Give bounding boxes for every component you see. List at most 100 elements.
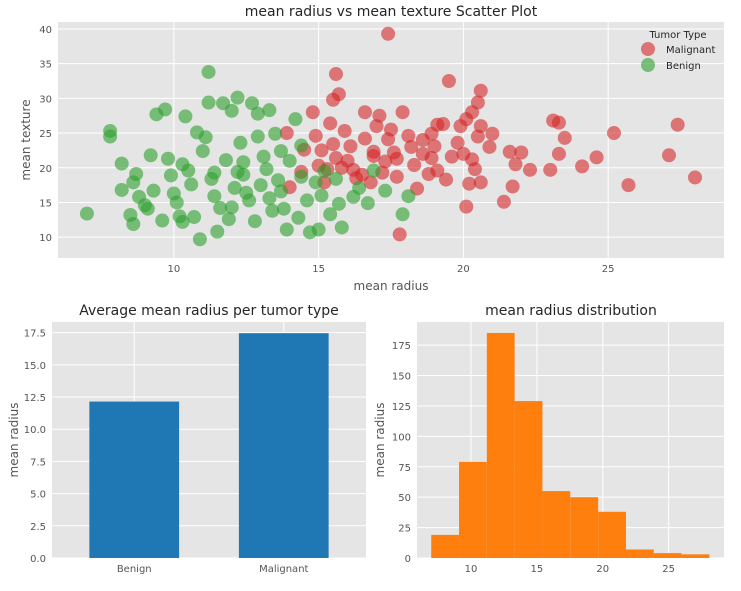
scatter-x-tick-label: 25: [602, 264, 615, 275]
scatter-point-malignant: [430, 163, 445, 178]
scatter-point-benign: [294, 169, 309, 184]
scatter-point-malignant: [366, 144, 381, 159]
scatter-point-benign: [79, 206, 94, 221]
scatter-point-malignant: [453, 119, 468, 134]
scatter-point-benign: [247, 214, 262, 229]
scatter-point-benign: [334, 220, 349, 235]
scatter-point-benign: [250, 106, 265, 121]
scatter-point-malignant: [323, 116, 338, 131]
scatter-point-malignant: [279, 126, 294, 141]
histogram-y-label: mean radius: [373, 403, 387, 478]
histogram-bar: [681, 554, 710, 558]
scatter-point-benign: [184, 177, 199, 192]
scatter-point-malignant: [467, 162, 482, 177]
scatter-point-benign: [294, 138, 309, 153]
scatter-point-benign: [300, 193, 315, 208]
scatter-y-tick-label: 30: [39, 94, 52, 105]
scatter-point-benign: [331, 196, 346, 211]
scatter-point-benign: [195, 144, 210, 159]
scatter-point-benign: [181, 163, 196, 178]
scatter-point-malignant: [389, 169, 404, 184]
scatter-point-malignant: [482, 139, 497, 154]
scatter-point-benign: [314, 188, 329, 203]
scatter-point-benign: [163, 168, 178, 183]
histogram-y-tick-label: 0: [405, 554, 411, 565]
scatter-point-benign: [245, 96, 260, 111]
legend-label-benign: Benign: [666, 61, 701, 72]
bar-y-tick-label: 2.5: [30, 522, 46, 533]
scatter-point-malignant: [415, 133, 430, 147]
histogram-bar: [486, 332, 515, 558]
scatter-point-benign: [178, 109, 193, 124]
scatter-point-benign: [143, 148, 158, 163]
scatter-point-malignant: [415, 146, 430, 161]
scatter-point-benign: [123, 207, 138, 222]
scatter-point-malignant: [363, 175, 378, 190]
scatter-point-benign: [271, 173, 286, 188]
scatter-point-malignant: [522, 162, 537, 177]
legend-label-malignant: Malignant: [666, 45, 715, 56]
scatter-point-benign: [192, 232, 207, 247]
scatter-y-tick-label: 25: [39, 129, 52, 140]
histogram-bar: [431, 534, 460, 558]
histogram-x-tick-label: 15: [531, 564, 544, 575]
scatter-point-benign: [360, 196, 375, 211]
scatter-point-malignant: [392, 227, 407, 242]
scatter-point-benign: [213, 201, 228, 216]
scatter-point-benign: [233, 135, 248, 150]
scatter-x-tick-label: 10: [167, 264, 180, 275]
scatter-point-malignant: [395, 105, 410, 120]
scatter-point-malignant: [551, 146, 566, 161]
scatter-point-benign: [224, 200, 239, 215]
histogram-x-tick-label: 10: [465, 564, 478, 575]
scatter-point-benign: [253, 178, 268, 193]
scatter-point-benign: [224, 103, 239, 118]
scatter-point-benign: [395, 207, 410, 222]
scatter-point-malignant: [459, 199, 474, 214]
scatter-point-benign: [158, 102, 173, 117]
scatter-point-malignant: [450, 135, 465, 150]
scatter-y-tick-label: 40: [39, 25, 52, 36]
bar-tick-labels: 0.0 2.5 5.0 7.5 10.0 12.5 15.0 17.5 Benign Malign…: [24, 329, 309, 575]
histogram-y-tick-label: 175: [392, 341, 411, 352]
scatter-point-malignant: [670, 117, 685, 132]
scatter-point-benign: [227, 180, 242, 195]
scatter-y-tick-label: 15: [39, 198, 52, 209]
scatter-point-benign: [317, 164, 332, 179]
histogram-chart: 10 15 20 25 0 25 50 75 100 125 150 175 mean radius …: [373, 303, 724, 575]
scatter-point-benign: [114, 182, 129, 197]
scatter-point-benign: [262, 191, 277, 206]
legend-title: Tumor Type: [648, 30, 706, 41]
scatter-point-malignant: [485, 126, 500, 141]
bar-y-tick-label: 10.0: [24, 425, 46, 436]
scatter-point-benign: [282, 153, 297, 168]
scatter-point-malignant: [496, 194, 511, 209]
scatter-y-tick-label: 35: [39, 60, 52, 71]
scatter-point-malignant: [407, 157, 422, 172]
scatter-point-benign: [146, 183, 161, 198]
scatter-point-benign: [268, 126, 283, 141]
scatter-x-tick-label: 20: [457, 264, 470, 275]
scatter-point-benign: [169, 195, 184, 210]
scatter-y-tick-label: 20: [39, 164, 52, 175]
scatter-point-malignant: [314, 143, 329, 158]
bar-y-tick-label: 15.0: [24, 361, 46, 372]
scatter-point-malignant: [551, 115, 566, 130]
legend-marker-benign: [641, 58, 655, 72]
bar-bars: [89, 333, 329, 558]
scatter-point-malignant: [470, 129, 485, 144]
scatter-chart: 10 15 20 25 10 15 20 25 30 35 40 mean radius vs me…: [19, 4, 724, 293]
legend-marker-malignant: [641, 42, 655, 56]
scatter-point-benign: [129, 167, 144, 182]
histogram-bar: [459, 461, 487, 558]
scatter-point-benign: [140, 201, 155, 216]
scatter-point-malignant: [404, 139, 419, 154]
scatter-point-malignant: [557, 130, 572, 145]
bar-benign: [89, 401, 180, 558]
histogram-y-tick-label: 100: [392, 432, 411, 443]
scatter-point-malignant: [326, 137, 341, 152]
scatter-point-malignant: [389, 151, 404, 166]
scatter-point-benign: [262, 103, 277, 118]
scatter-point-malignant: [343, 139, 358, 154]
